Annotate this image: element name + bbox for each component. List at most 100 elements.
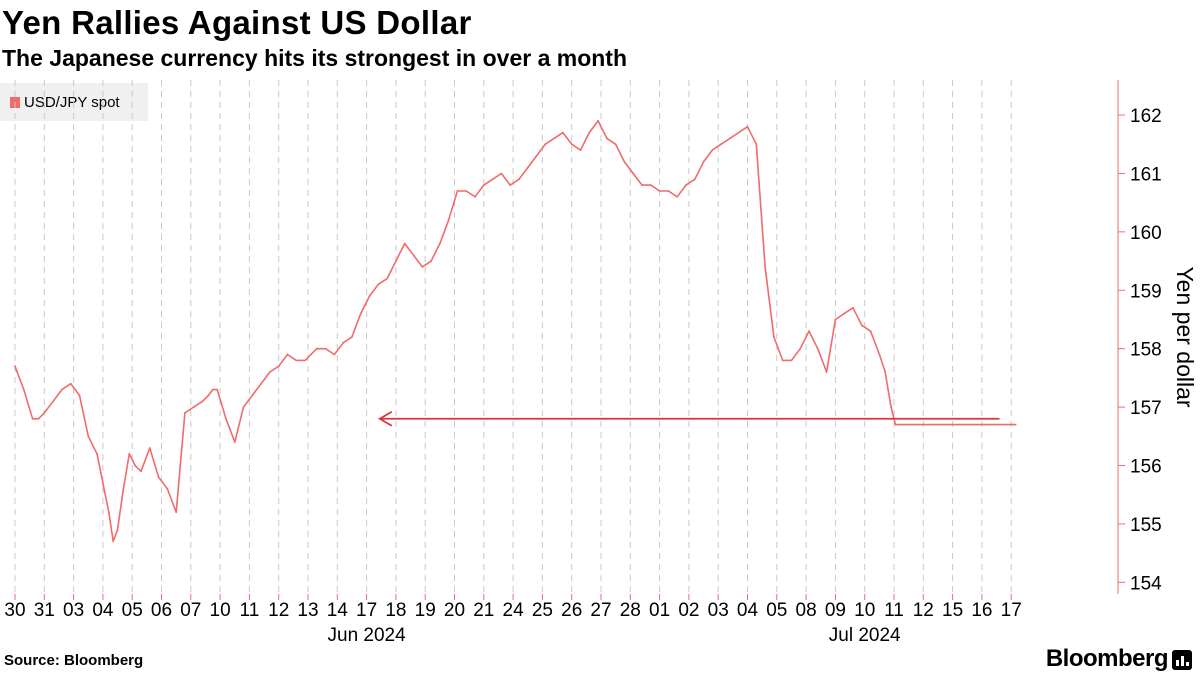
source-note: Source: Bloomberg [4,652,144,669]
data-point [781,359,784,362]
data-point [157,476,160,479]
y-tick-label: 162 [1130,106,1162,127]
x-tick-label: 09 [825,600,846,621]
data-point [421,266,424,268]
data-point [22,388,25,391]
data-point [894,423,897,426]
data-point [963,423,966,426]
x-tick-label: 04 [92,600,114,621]
data-point [304,359,306,362]
data-point [359,312,362,315]
data-point [553,137,555,140]
data-point [992,423,995,426]
data-point [509,184,512,187]
x-tick-label: 19 [415,600,436,621]
x-tick-label: 17 [356,600,377,621]
x-tick-label: 05 [766,600,787,621]
data-point [37,417,40,420]
data-point [184,412,186,414]
data-point [641,184,643,187]
data-point [251,394,254,397]
data-point [148,447,151,449]
data-point [904,423,907,426]
data-point [986,423,989,426]
data-point [597,120,599,122]
data-point [928,423,931,426]
data-point [562,131,564,134]
data-point [737,131,740,134]
data-point [834,318,837,321]
data-point [998,423,1001,426]
data-point [899,423,901,426]
y-tick-label: 157 [1130,398,1162,419]
data-point [720,143,722,146]
data-point [910,423,913,426]
data-point [122,488,125,490]
x-tick-label: 06 [151,600,172,621]
data-point [78,394,81,397]
data-point [87,435,90,438]
data-point [1010,423,1013,426]
data-point [588,131,591,134]
data-point [816,347,819,350]
data-point [825,371,828,373]
x-tick-label: 24 [503,600,525,621]
x-tick-label: 10 [210,600,231,621]
data-point [310,353,312,356]
data-point [711,149,714,152]
data-point [544,143,547,146]
data-point [368,295,371,297]
data-point [945,423,948,426]
data-point [225,417,227,420]
data-point [474,195,476,198]
data-point [61,388,63,391]
x-tick-label: 17 [1001,600,1022,621]
data-point [128,452,131,455]
data-point [192,406,195,408]
data-point [755,143,758,146]
data-point [922,423,925,426]
data-point [957,423,960,426]
data-point [107,511,110,514]
data-point [614,143,617,146]
x-tick-label: 03 [708,600,729,621]
x-tick-label: 15 [942,600,963,621]
data-point [535,155,538,157]
data-point [746,125,749,128]
x-tick-label: 27 [590,600,611,621]
x-tick-label: 11 [240,600,260,621]
data-point [69,382,72,385]
data-point [140,470,142,473]
data-point [439,242,441,245]
data-point [799,347,802,350]
data-point [43,412,46,414]
data-point [702,160,705,163]
data-point [342,341,345,344]
data-point [940,423,942,426]
data-point [667,190,670,192]
data-point [685,184,687,187]
data-point [649,184,652,187]
data-point [403,242,406,245]
data-point [729,137,731,140]
x-tick-label: 12 [268,600,289,621]
y-tick-label: 158 [1130,340,1162,361]
data-point [295,359,298,362]
y-tick-label: 160 [1130,223,1162,244]
data-point [878,353,881,356]
data-point [260,382,262,385]
data-point [526,166,529,169]
x-tick-label: 08 [796,600,817,621]
x-tick-label: 02 [678,600,699,621]
data-point [632,172,635,175]
x-tick-label: 28 [620,600,641,621]
data-point [676,195,679,198]
y-tick-label: 155 [1130,515,1162,536]
data-point [693,178,696,181]
legend-label: USD/JPY spot [24,93,120,111]
data-point [102,482,104,484]
data-point [175,511,178,514]
y-tick-label: 154 [1130,573,1162,594]
data-point [843,312,846,315]
